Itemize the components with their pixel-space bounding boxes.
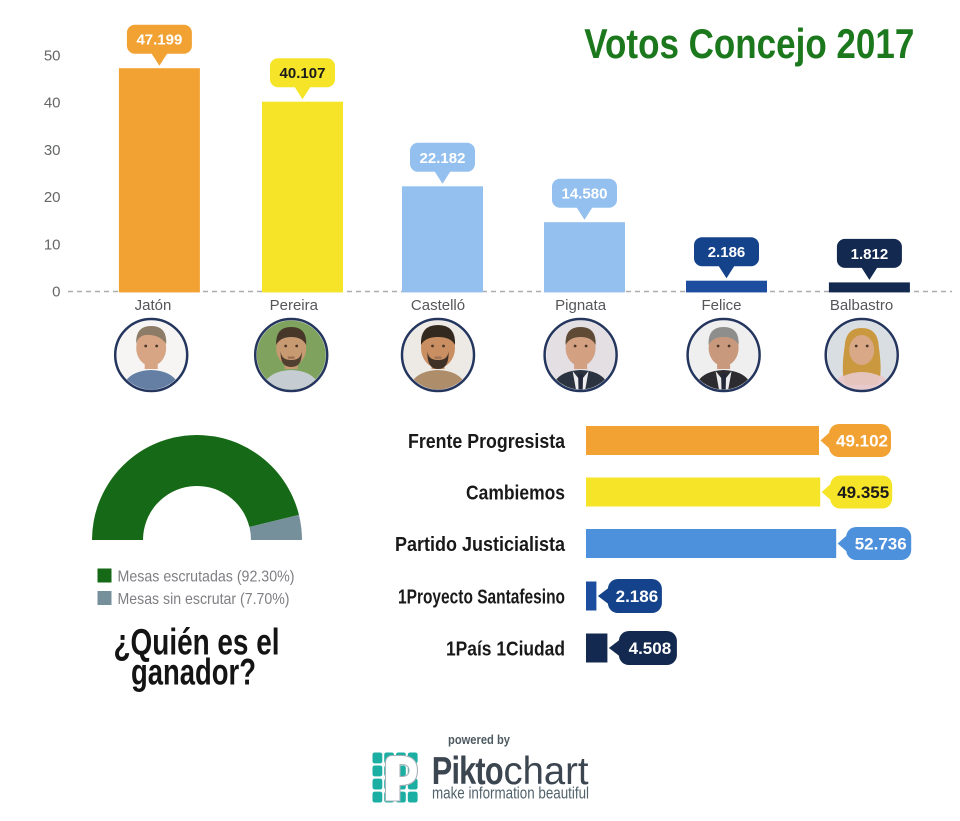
svg-text:Mesas escrutadas (92.30%): Mesas escrutadas (92.30%) [118, 569, 295, 586]
svg-text:make information beautiful: make information beautiful [432, 785, 589, 803]
svg-text:14.580: 14.580 [562, 186, 608, 203]
svg-text:1País 1Ciudad: 1País 1Ciudad [446, 638, 565, 660]
svg-text:Votos Concejo 2017: Votos Concejo 2017 [584, 20, 914, 67]
svg-text:Pignata: Pignata [555, 297, 607, 314]
svg-text:2.186: 2.186 [616, 587, 659, 606]
svg-text:40: 40 [44, 95, 61, 112]
svg-text:2.186: 2.186 [708, 244, 746, 261]
svg-text:30: 30 [44, 142, 61, 159]
svg-text:Partido Justicialista: Partido Justicialista [395, 534, 566, 556]
svg-text:50: 50 [44, 48, 61, 65]
svg-text:Felice: Felice [701, 297, 741, 314]
svg-text:47.199: 47.199 [136, 32, 182, 49]
svg-text:powered by: powered by [448, 732, 511, 747]
svg-text:Cambiemos: Cambiemos [466, 482, 565, 504]
svg-text:Jatón: Jatón [135, 297, 172, 314]
svg-text:¿Quién es el: ¿Quién es el [114, 622, 280, 663]
svg-text:0: 0 [52, 284, 60, 301]
svg-text:Balbastro: Balbastro [830, 297, 893, 314]
svg-text:49.355: 49.355 [837, 483, 889, 502]
svg-text:4.508: 4.508 [629, 639, 672, 658]
svg-text:49.102: 49.102 [836, 432, 888, 451]
svg-text:chart: chart [504, 750, 589, 793]
svg-text:20: 20 [44, 189, 61, 206]
svg-text:Pikto: Pikto [432, 750, 503, 793]
svg-text:22.182: 22.182 [420, 150, 466, 167]
svg-text:10: 10 [44, 236, 61, 253]
svg-text:1.812: 1.812 [851, 246, 889, 263]
svg-text:52.736: 52.736 [855, 535, 907, 554]
svg-text:Frente Progresista: Frente Progresista [408, 431, 566, 453]
svg-text:1Proyecto Santafesino: 1Proyecto Santafesino [398, 586, 565, 608]
svg-text:Pereira: Pereira [270, 297, 319, 314]
svg-text:Castelló: Castelló [411, 297, 465, 314]
svg-text:40.107: 40.107 [280, 65, 326, 82]
svg-text:Mesas sin escrutar (7.70%): Mesas sin escrutar (7.70%) [118, 591, 290, 608]
svg-text:ganador?: ganador? [131, 652, 256, 693]
